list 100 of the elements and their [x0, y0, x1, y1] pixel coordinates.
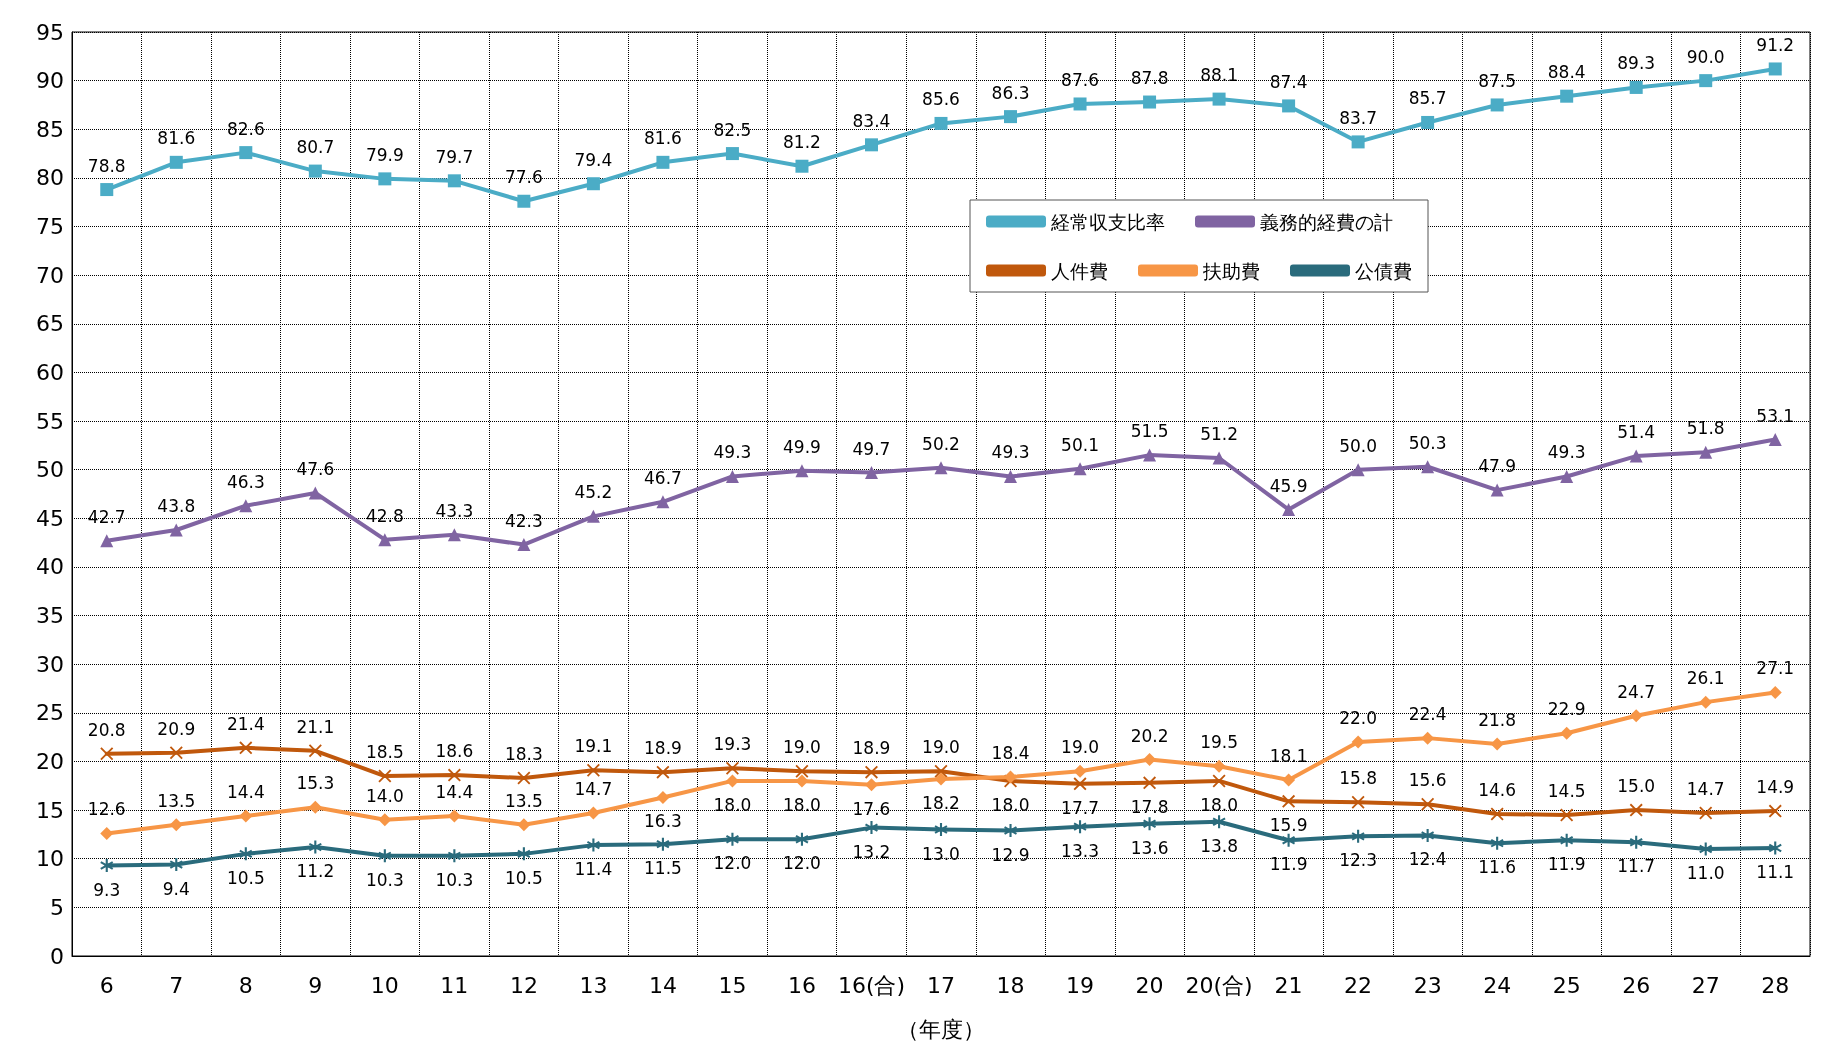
point — [1699, 842, 1713, 856]
data-label: 91.2 — [1756, 34, 1795, 55]
point — [169, 858, 183, 872]
point — [447, 174, 461, 188]
point — [1282, 99, 1296, 113]
y-tick-label: 75 — [36, 214, 64, 240]
y-tick-label: 80 — [36, 165, 64, 191]
data-label: 46.3 — [226, 471, 265, 492]
point — [1073, 462, 1087, 476]
data-label: 18.6 — [435, 741, 474, 762]
point — [100, 183, 114, 197]
point — [1421, 460, 1435, 474]
point — [378, 849, 392, 863]
data-label: 18.9 — [643, 738, 682, 759]
data-label: 13.5 — [504, 790, 543, 811]
point — [1768, 685, 1782, 699]
data-label: 11.1 — [1756, 862, 1795, 883]
data-label: 27.1 — [1756, 658, 1795, 679]
data-label: 51.5 — [1130, 421, 1169, 442]
point — [934, 772, 948, 786]
data-label: 10.3 — [435, 869, 474, 890]
data-label: 49.9 — [783, 436, 821, 457]
point — [169, 818, 183, 832]
data-label: 82.5 — [713, 119, 752, 140]
point — [1143, 95, 1157, 109]
point — [795, 764, 809, 778]
data-label: 19.3 — [713, 734, 752, 755]
point — [656, 765, 670, 779]
data-label: 19.5 — [1200, 732, 1239, 753]
x-tick-label: 25 — [1552, 972, 1581, 998]
data-label: 46.7 — [643, 467, 682, 488]
point — [725, 832, 739, 846]
point — [308, 744, 322, 758]
point — [378, 533, 392, 547]
data-label: 79.9 — [365, 144, 404, 165]
point — [1768, 433, 1782, 447]
data-label: 87.4 — [1269, 71, 1308, 92]
x-tick-label: 27 — [1691, 972, 1720, 998]
data-label: 12.6 — [87, 799, 126, 820]
data-label: 15.3 — [296, 773, 335, 794]
y-tick-label: 90 — [36, 68, 64, 94]
data-label: 11.2 — [296, 861, 335, 882]
point — [586, 509, 600, 523]
data-label: 26.1 — [1686, 668, 1725, 689]
point — [1282, 773, 1296, 787]
data-label: 10.5 — [504, 867, 543, 888]
data-label: 19.1 — [574, 736, 613, 757]
point — [1560, 833, 1574, 847]
data-label: 12.3 — [1339, 850, 1378, 871]
data-label: 18.0 — [783, 794, 821, 815]
data-label: 85.7 — [1408, 88, 1447, 109]
point — [447, 768, 461, 782]
point — [864, 138, 878, 152]
y-tick-label: 10 — [36, 846, 64, 872]
point — [934, 461, 948, 475]
data-label: 49.3 — [991, 442, 1030, 463]
point — [1490, 98, 1504, 112]
point — [1768, 841, 1782, 855]
point — [934, 823, 948, 837]
point — [1282, 503, 1296, 517]
data-label: 14.0 — [365, 785, 404, 806]
point — [586, 177, 600, 191]
data-label: 22.4 — [1408, 704, 1447, 725]
y-tick-label: 70 — [36, 262, 64, 288]
data-label: 43.3 — [435, 500, 474, 521]
x-tick-label: 14 — [648, 972, 677, 998]
data-label: 79.7 — [435, 146, 474, 167]
data-label: 81.2 — [783, 132, 821, 153]
point — [1560, 726, 1574, 740]
point — [1421, 115, 1435, 129]
point — [447, 849, 461, 863]
x-tick-label: 15 — [718, 972, 747, 998]
data-label: 89.3 — [1617, 53, 1656, 74]
point — [517, 847, 531, 861]
data-label: 47.9 — [1478, 456, 1517, 477]
point — [864, 778, 878, 792]
data-label: 18.2 — [922, 792, 960, 813]
point — [517, 771, 531, 785]
point — [308, 486, 322, 500]
y-tick-label: 50 — [36, 457, 64, 483]
data-label: 50.2 — [922, 433, 960, 454]
data-label: 49.3 — [713, 442, 752, 463]
data-label: 14.7 — [574, 779, 613, 800]
data-label: 86.3 — [991, 82, 1030, 103]
data-label: 50.3 — [1408, 432, 1447, 453]
point — [1004, 110, 1018, 124]
point — [1212, 759, 1226, 773]
data-label: 11.4 — [574, 859, 613, 880]
y-tick-label: 40 — [36, 554, 64, 580]
data-label: 81.6 — [643, 128, 682, 149]
x-tick-label: 21 — [1274, 972, 1303, 998]
data-label: 42.7 — [87, 506, 126, 527]
data-label: 11.7 — [1617, 856, 1656, 877]
data-label: 15.8 — [1339, 768, 1378, 789]
data-label: 87.5 — [1478, 70, 1517, 91]
data-label: 13.5 — [157, 790, 196, 811]
x-tick-label: 28 — [1761, 972, 1790, 998]
point — [100, 859, 114, 873]
data-label: 85.6 — [922, 89, 960, 110]
y-tick-label: 95 — [36, 19, 64, 45]
